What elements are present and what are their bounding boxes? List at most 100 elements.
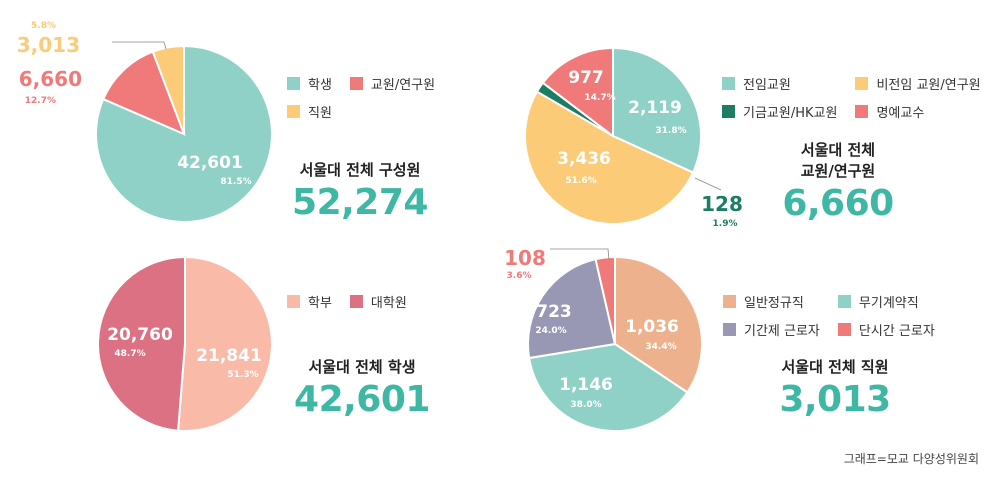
summary-faculty: 서울대 전체 교원/연구원 6,660 xyxy=(758,140,918,224)
legend-item: 기금교원/HK교원 xyxy=(722,102,837,121)
legend-swatch xyxy=(287,105,300,118)
legend-item: 대학원 xyxy=(349,292,407,311)
legend-swatch xyxy=(723,295,736,308)
value-label: 2,119 xyxy=(628,98,682,118)
summary-members: 서울대 전체 구성원 52,274 xyxy=(280,160,440,223)
summary-value: 6,660 xyxy=(782,183,894,224)
legend-item: 학부 xyxy=(287,292,332,311)
value-label: 6,660 xyxy=(19,67,82,91)
summary-title: 서울대 전체 구성원 xyxy=(299,161,421,179)
legend-item: 비전임 교원/연구원 xyxy=(855,74,981,93)
percent-label: 34.4% xyxy=(645,342,676,352)
leader-line xyxy=(550,248,610,261)
percent-label: 24.0% xyxy=(535,326,566,336)
legend-students: 학부 대학원 xyxy=(287,292,407,311)
legend-swatch xyxy=(837,295,851,308)
percent-label: 1.9% xyxy=(713,219,738,229)
legend-label: 대학원 xyxy=(370,296,407,311)
value-label: 3,436 xyxy=(557,149,611,169)
legend-label: 무기계약직 xyxy=(858,296,919,311)
legend-label: 단시간 근로자 xyxy=(858,324,935,339)
pie-slice-4 xyxy=(541,46,614,139)
summary-title: 서울대 전체 교원/연구원 xyxy=(800,141,876,180)
pie-students: 21,841 51.3% 20,760 48.7% xyxy=(96,255,273,432)
legend-item: 교원/연구원 xyxy=(349,74,436,93)
summary-value: 42,601 xyxy=(294,379,430,420)
summary-value: 52,274 xyxy=(292,182,428,223)
value-label: 20,760 xyxy=(107,325,173,345)
legend-label: 교원/연구원 xyxy=(370,78,436,93)
legend-item: 무기계약직 xyxy=(837,292,935,311)
legend-item: 단시간 근로자 xyxy=(837,320,935,339)
value-label: 3,013 xyxy=(17,33,80,57)
percent-label: 38.0% xyxy=(570,400,601,410)
percent-label: 51.3% xyxy=(227,370,258,380)
legend-item: 일반정규직 xyxy=(723,292,820,311)
value-label: 128 xyxy=(701,192,743,216)
legend-swatch xyxy=(722,77,735,90)
pie-slice-1 xyxy=(612,46,702,174)
chart-faculty: 2,119 31.8% 3,436 51.6% 128 1.9% 977 14.7% 전임교원… xyxy=(495,0,991,244)
pie-slice-2 xyxy=(524,90,695,225)
legend-swatch xyxy=(349,295,363,308)
legend-label: 비전임 교원/연구원 xyxy=(876,78,981,93)
legend-item: 학생 xyxy=(287,74,332,93)
legend-label: 기금교원/HK교원 xyxy=(743,106,838,121)
pie-slice-3 xyxy=(151,44,185,135)
legend-label: 직원 xyxy=(308,106,332,121)
summary-students: 서울대 전체 학생 42,601 xyxy=(282,357,442,420)
legend-swatch xyxy=(287,295,300,308)
percent-label: 14.7% xyxy=(584,93,615,103)
summary-title: 서울대 전체 직원 xyxy=(781,358,889,376)
pie-slice-4 xyxy=(594,255,616,345)
pie-slice-2 xyxy=(101,50,186,136)
value-label: 42,601 xyxy=(177,153,243,173)
leader-line xyxy=(694,177,722,191)
percent-label: 48.7% xyxy=(114,349,145,359)
legend-label: 학부 xyxy=(308,296,332,311)
pie-slice-2 xyxy=(527,342,689,432)
legend-swatch xyxy=(287,77,300,90)
legend-swatch xyxy=(722,105,735,118)
value-label: 977 xyxy=(568,68,604,88)
percent-label: 31.8% xyxy=(655,126,686,136)
legend-swatch xyxy=(855,105,869,118)
legend-label: 전임교원 xyxy=(743,78,791,93)
source-credit: 그래프=모교 다양성위원회 xyxy=(843,452,979,466)
percent-label: 3.6% xyxy=(507,271,532,281)
percent-label: 51.6% xyxy=(565,176,596,186)
chart-staff: 1,036 34.4% 1,146 38.0% 723 24.0% 108 3.6% 일반정규… xyxy=(495,244,991,487)
pie-slice-2 xyxy=(96,255,186,432)
legend-swatch xyxy=(723,323,736,336)
legend-label: 일반정규직 xyxy=(744,296,804,311)
legend-label: 기간제 근로자 xyxy=(744,324,820,339)
leader-line xyxy=(112,41,167,50)
legend-label: 명예교수 xyxy=(876,106,925,121)
legend-item: 기간제 근로자 xyxy=(723,320,820,339)
legend-label: 학생 xyxy=(308,78,332,93)
pie-faculty: 2,119 31.8% 3,436 51.6% 128 1.9% 977 14.7% xyxy=(524,46,743,229)
summary-staff: 서울대 전체 직원 3,013 xyxy=(755,357,915,420)
legend-swatch xyxy=(837,323,851,336)
percent-label: 5.8% xyxy=(31,21,56,31)
value-label: 21,841 xyxy=(196,346,262,366)
summary-value: 3,013 xyxy=(779,379,891,420)
value-label: 108 xyxy=(504,246,546,270)
percent-label: 12.7% xyxy=(25,96,56,106)
legend-swatch xyxy=(349,77,363,90)
value-label: 1,146 xyxy=(559,375,613,395)
legend-item: 전임교원 xyxy=(722,74,837,93)
percent-label: 81.5% xyxy=(220,177,251,187)
legend-swatch xyxy=(855,77,869,90)
legend-item: 직원 xyxy=(287,102,332,121)
pie-members: 42,601 81.5% 6,660 12.7% 3,013 5.8% xyxy=(17,21,273,223)
pie-slice-3 xyxy=(527,257,617,360)
pie-slice-1 xyxy=(176,255,273,432)
value-label: 723 xyxy=(536,302,572,322)
summary-title: 서울대 전체 학생 xyxy=(308,358,416,376)
legend-item: 명예교수 xyxy=(855,102,980,121)
